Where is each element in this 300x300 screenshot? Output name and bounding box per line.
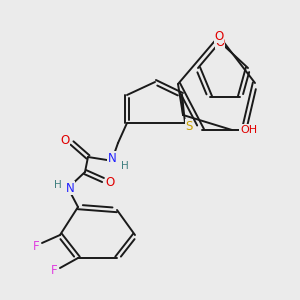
Text: F: F xyxy=(33,239,39,253)
Text: O: O xyxy=(105,176,115,190)
Text: H: H xyxy=(54,180,62,190)
Text: S: S xyxy=(185,119,193,133)
Text: F: F xyxy=(51,265,57,278)
Text: O: O xyxy=(215,35,225,49)
Text: N: N xyxy=(66,182,74,194)
Text: O: O xyxy=(214,29,224,43)
Text: N: N xyxy=(108,152,116,164)
Text: OH: OH xyxy=(240,125,257,135)
Text: O: O xyxy=(60,134,70,146)
Text: H: H xyxy=(121,161,129,171)
